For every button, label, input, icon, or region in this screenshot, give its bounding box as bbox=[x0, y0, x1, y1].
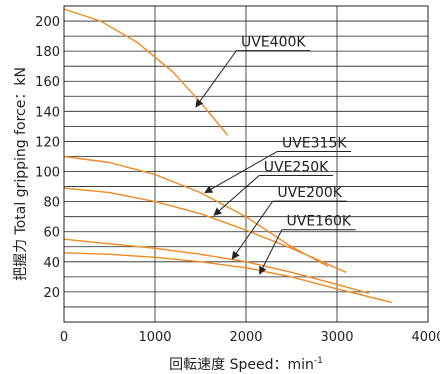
series-arrow-uve200k bbox=[231, 200, 274, 260]
x-axis-title-superscript: -1 bbox=[314, 356, 323, 366]
series-arrow-uve250k bbox=[213, 175, 260, 216]
x-axis-title: 回転速度 Speed：min-1 bbox=[169, 356, 323, 373]
y-tick-label: 80 bbox=[43, 196, 60, 211]
series-label-uve315k: UVE315K bbox=[282, 135, 347, 151]
series-line-uve315k bbox=[63, 155, 329, 267]
y-tick-label: 100 bbox=[35, 166, 60, 181]
series-line-uve250k bbox=[63, 187, 347, 273]
y-tick-label: 180 bbox=[35, 45, 60, 60]
x-axis-title-text: 回転速度 Speed：min bbox=[169, 357, 314, 373]
y-tick-label: 200 bbox=[35, 15, 60, 30]
x-tick-label: 0 bbox=[60, 330, 68, 345]
series-label-uve200k: UVE200K bbox=[277, 185, 342, 201]
y-tick-label: 120 bbox=[35, 135, 60, 150]
series-arrow-uve400k bbox=[195, 50, 237, 108]
series-label-uve160k: UVE160K bbox=[287, 214, 352, 230]
series-line-uve200k bbox=[63, 238, 370, 295]
series-label-uve250k: UVE250K bbox=[264, 160, 329, 176]
y-tick-label: 40 bbox=[43, 256, 60, 271]
series-line-uve400k bbox=[63, 8, 229, 136]
series-line-uve160k bbox=[63, 252, 392, 304]
x-tick-label: 4000 bbox=[411, 330, 440, 345]
y-tick-label: 20 bbox=[43, 286, 60, 301]
series-label-uve400k: UVE400K bbox=[241, 35, 306, 51]
x-tick-label: 3000 bbox=[320, 330, 353, 345]
y-tick-label: 160 bbox=[35, 75, 60, 90]
series-arrow-uve315k bbox=[204, 151, 278, 194]
series-lines bbox=[63, 8, 392, 304]
y-tick-label: 140 bbox=[35, 105, 60, 120]
grid bbox=[64, 6, 428, 322]
plot-frame bbox=[63, 5, 429, 323]
x-tick-label: 2000 bbox=[229, 330, 262, 345]
x-tick-label: 1000 bbox=[138, 330, 171, 345]
series-annotations: UVE400K UVE315K UVE250K UVE200K UVE160K bbox=[195, 35, 356, 275]
y-axis-title: 把握力 Total gripping force：kN bbox=[13, 67, 29, 281]
y-tick-label: 60 bbox=[43, 226, 60, 241]
series-arrow-uve160k bbox=[259, 229, 283, 275]
